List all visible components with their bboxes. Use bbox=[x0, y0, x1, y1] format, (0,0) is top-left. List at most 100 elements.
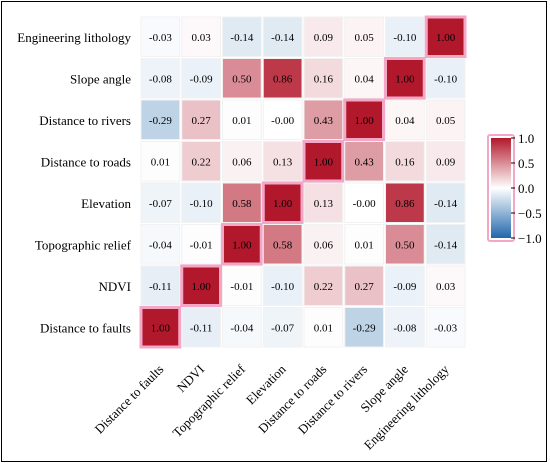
cell-value-label: 0.86 bbox=[395, 198, 415, 210]
cell-value-label: 1.00 bbox=[151, 322, 171, 334]
heatmap-cell-r3-c7 bbox=[425, 141, 466, 182]
heatmap-cell-r2-c1 bbox=[181, 99, 221, 140]
cell-value-label: -0.07 bbox=[149, 198, 172, 210]
heatmap-cell-r0-c6 bbox=[385, 16, 425, 57]
cell-value-label: 0.09 bbox=[436, 156, 456, 168]
cell-value-label: -0.10 bbox=[271, 281, 294, 293]
cell-value-label: 1.00 bbox=[395, 73, 415, 85]
cell-value-label: -0.09 bbox=[190, 73, 213, 85]
heatmap-cell-r0-c2 bbox=[222, 16, 262, 57]
cell-value-label: -0.01 bbox=[190, 239, 213, 251]
heatmap-cell-r3-c6 bbox=[385, 141, 425, 182]
heatmap-cell-r1-c5 bbox=[344, 58, 384, 99]
heatmap-cell-r4-c7 bbox=[425, 182, 466, 223]
heatmap-cell-r3-c3 bbox=[262, 141, 303, 182]
heatmap-cell-r3-c5 bbox=[344, 141, 384, 182]
cell-value-label: -0.04 bbox=[149, 239, 172, 251]
heatmap-cell-r5-c3 bbox=[262, 224, 303, 265]
heatmap-cell-r5-c1 bbox=[181, 224, 221, 265]
y-axis-label: Distance to rivers bbox=[39, 113, 131, 128]
cell-value-label: 0.04 bbox=[355, 73, 375, 85]
cell-value-label: -0.07 bbox=[271, 322, 294, 334]
heatmap-cell-r6-c5 bbox=[344, 265, 384, 306]
cell-value-label: 0.03 bbox=[436, 281, 456, 293]
y-axis-label: NDVI bbox=[99, 279, 132, 294]
heatmap-value-labels: -0.03 0.03 -0.14 -0.14 0.09 0.05 -0.10 1.00 -0.0… bbox=[149, 32, 458, 335]
heatmap-cell-r5-c4 bbox=[303, 224, 344, 265]
heatmap-cell-r2-c3 bbox=[262, 99, 303, 140]
heatmap-cell-r7-c4 bbox=[303, 307, 344, 348]
heatmap-cell-r0-c4 bbox=[303, 16, 344, 57]
y-axis-label: Distance to faults bbox=[40, 320, 131, 335]
cell-value-label: 0.16 bbox=[395, 156, 415, 168]
heatmap-cell-r7-c6 bbox=[385, 307, 425, 348]
heatmap-cell-r0-c0 bbox=[140, 16, 181, 57]
heatmap-cell-r1-c4 bbox=[303, 58, 344, 99]
heatmap-cell-r0-c3 bbox=[262, 16, 303, 57]
y-axis-label: Slope angle bbox=[70, 71, 131, 86]
cell-value-label: -0.10 bbox=[190, 198, 213, 210]
heatmap-cell-r4-c3 bbox=[261, 181, 304, 224]
heatmap-cell-r4-c0 bbox=[140, 182, 181, 223]
cell-value-label: 0.01 bbox=[355, 239, 374, 251]
cell-value-label: 0.06 bbox=[314, 239, 334, 251]
cell-value-label: 0.86 bbox=[273, 73, 293, 85]
cell-value-label: 0.22 bbox=[192, 156, 211, 168]
heatmap-cell-r7-c5 bbox=[344, 307, 384, 348]
cell-value-label: 1.00 bbox=[273, 198, 293, 210]
cell-value-label: 0.13 bbox=[314, 198, 334, 210]
cell-value-label: -0.14 bbox=[271, 32, 294, 44]
x-axis-label: NDVI bbox=[174, 362, 208, 396]
heatmap-cell-r6-c7 bbox=[425, 265, 466, 306]
cell-value-label: 0.01 bbox=[151, 156, 170, 168]
heatmap-cell-r2-c2 bbox=[222, 99, 262, 140]
cell-value-label: 0.01 bbox=[232, 115, 251, 127]
cell-value-label: 0.58 bbox=[273, 239, 293, 251]
cell-value-label: -0.03 bbox=[149, 32, 172, 44]
heatmap-cell-r3-c2 bbox=[222, 141, 262, 182]
y-axis-labels: Engineering lithology Slope angle Distance… bbox=[17, 30, 131, 336]
cell-value-label: -0.29 bbox=[353, 322, 376, 334]
heatmap-cell-r3-c4 bbox=[302, 140, 345, 183]
x-axis-label: Distance to faults bbox=[92, 362, 167, 437]
colorbar-gradient bbox=[491, 138, 511, 238]
cell-value-label: 1.00 bbox=[436, 32, 456, 44]
heatmap-cell-r0-c7 bbox=[424, 15, 467, 58]
colorbar-tick-label: −0.5 bbox=[518, 206, 542, 221]
heatmap-cell-r0-c1 bbox=[181, 16, 221, 57]
x-axis-label: Distance to rivers bbox=[295, 362, 370, 437]
heatmap-cell-r0-c5 bbox=[344, 16, 384, 57]
heatmap-cell-r4-c1 bbox=[181, 182, 221, 223]
cell-value-label: -0.10 bbox=[393, 32, 416, 44]
heatmap-cell-r1-c0 bbox=[140, 58, 181, 99]
cell-value-label: -0.01 bbox=[230, 281, 253, 293]
y-axis-label: Topographic relief bbox=[35, 237, 132, 252]
cell-value-label: 0.58 bbox=[232, 198, 252, 210]
cell-value-label: -0.14 bbox=[230, 32, 253, 44]
heatmap-cell-r7-c0 bbox=[139, 306, 182, 349]
cell-value-label: -0.14 bbox=[434, 198, 457, 210]
heatmap-cell-r7-c1 bbox=[181, 307, 221, 348]
cell-value-label: 1.00 bbox=[355, 115, 375, 127]
heatmap-cell-r7-c3 bbox=[262, 307, 303, 348]
cell-value-label: -0.00 bbox=[353, 198, 376, 210]
y-axis-label: Engineering lithology bbox=[17, 30, 131, 45]
heatmap-cell-r6-c2 bbox=[222, 265, 262, 306]
heatmap-cell-r1-c6 bbox=[384, 57, 426, 100]
cell-value-label: 0.09 bbox=[314, 32, 334, 44]
cell-value-label: 0.43 bbox=[314, 115, 334, 127]
x-axis-label: Topographic relief bbox=[169, 361, 248, 440]
heatmap-cell-r5-c6 bbox=[385, 224, 425, 265]
heatmap-cell-r6-c4 bbox=[303, 265, 344, 306]
heatmap-cell-r4-c6 bbox=[385, 182, 425, 223]
heatmap-cell-r2-c7 bbox=[425, 99, 466, 140]
cell-value-label: -0.04 bbox=[230, 322, 253, 334]
cell-value-label: 0.16 bbox=[314, 73, 334, 85]
cell-value-label: -0.11 bbox=[190, 322, 213, 334]
heatmap-cell-r5-c7 bbox=[425, 224, 466, 265]
cell-value-label: 1.00 bbox=[192, 281, 212, 293]
heatmap-cell-r6-c1 bbox=[180, 264, 222, 307]
cell-value-label: 0.03 bbox=[192, 32, 212, 44]
heatmap-cell-r5-c0 bbox=[140, 224, 181, 265]
